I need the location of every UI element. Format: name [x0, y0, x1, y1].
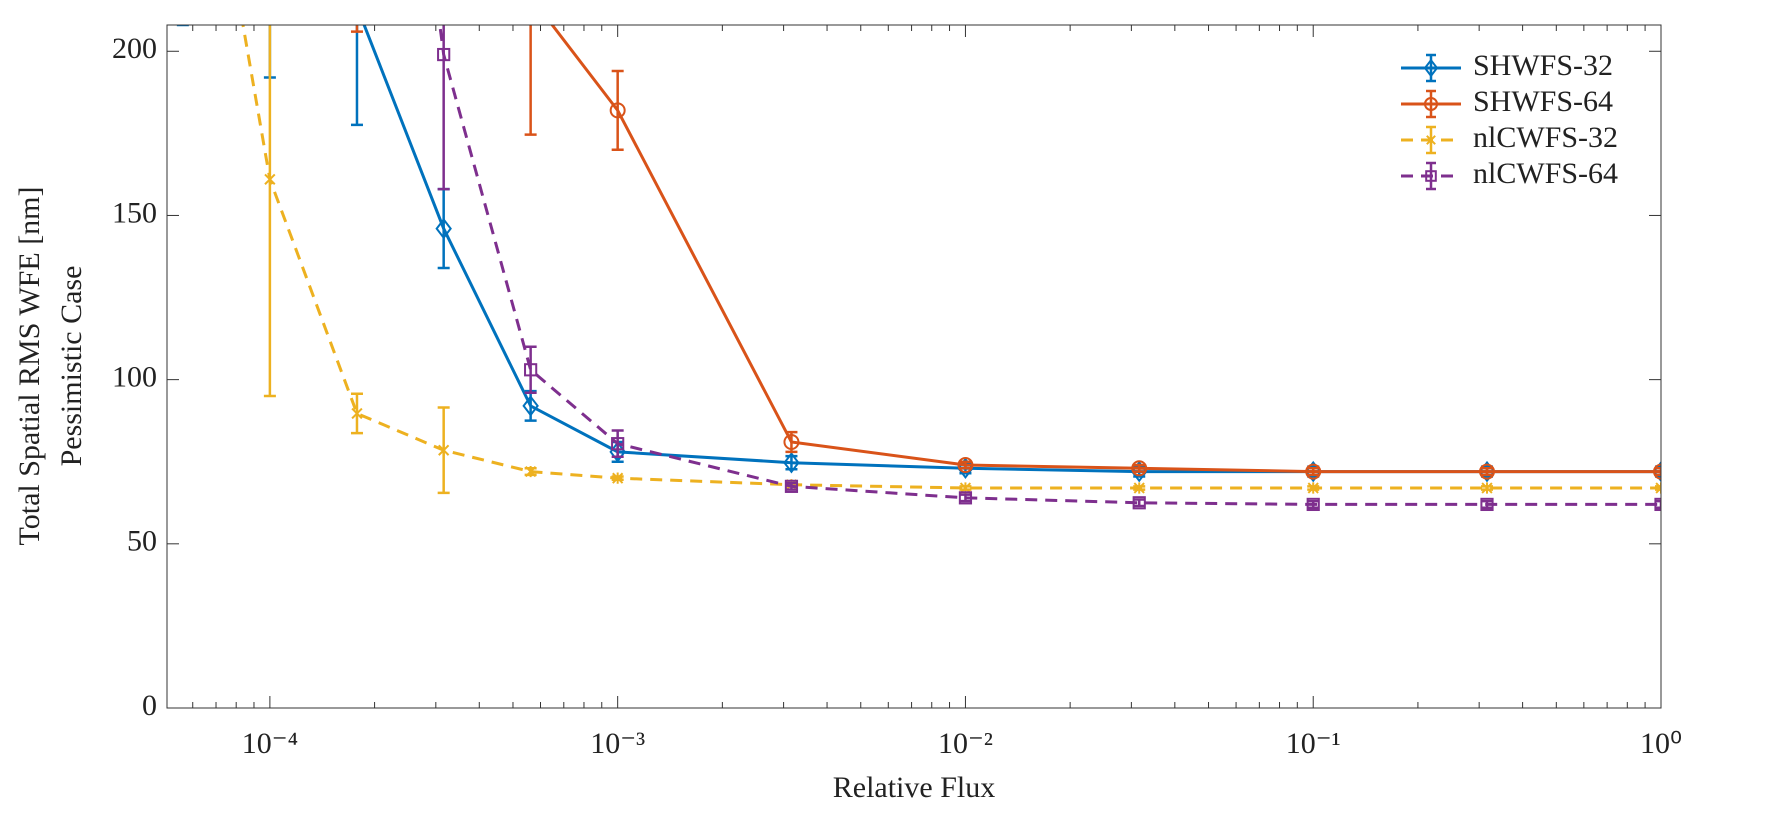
- marker: [438, 444, 450, 456]
- error-bar: [959, 493, 972, 503]
- marker: [351, 407, 363, 420]
- marker: [784, 479, 799, 493]
- marker: [957, 457, 974, 474]
- y-tick-label: 0: [142, 689, 157, 722]
- error-bar: [1655, 485, 1661, 491]
- y-tick-label: 200: [112, 32, 157, 65]
- marker: [1654, 497, 1661, 512]
- y-tick-label: 150: [112, 196, 157, 229]
- marker: [783, 434, 800, 451]
- error-bar: [1481, 467, 1493, 477]
- marker: [1305, 463, 1322, 480]
- marker: [1131, 460, 1148, 477]
- error-bar: [785, 481, 798, 491]
- marker: [1480, 497, 1494, 512]
- marker: [522, 395, 539, 417]
- plot-frame: [166, 24, 1662, 709]
- x-tick-label: 10⁻⁴: [242, 727, 298, 760]
- marker: [435, 217, 452, 240]
- x-tick-label: 10⁻¹: [1286, 727, 1341, 760]
- legend-item: SHWFS-32: [1401, 49, 1613, 83]
- legend-label: SHWFS-32: [1473, 49, 1613, 82]
- marker: [1423, 58, 1439, 78]
- series-line: [438, 25, 1661, 506]
- marker: [1133, 482, 1145, 494]
- x-tick-label: 10⁻³: [590, 727, 645, 760]
- error-bar: [1133, 463, 1146, 473]
- x-axis-label: Relative Flux: [833, 771, 995, 804]
- marker: [1479, 463, 1496, 480]
- x-tick-label: 10⁰: [1640, 727, 1682, 760]
- y-axis-label: Total Spatial RMS WFE [nm]: [13, 186, 46, 545]
- error-bar: [1307, 467, 1320, 477]
- marker: [1426, 135, 1436, 145]
- error-bar: [350, 25, 363, 33]
- marker: [1655, 482, 1661, 494]
- marker: [1306, 497, 1320, 512]
- y-tick-label: 100: [112, 361, 157, 394]
- error-bar: [959, 460, 972, 470]
- marker: [264, 173, 276, 185]
- legend-error-bar: [1426, 89, 1436, 119]
- error-bar: [1307, 499, 1320, 509]
- marker: [1481, 482, 1493, 494]
- marker: [1132, 496, 1146, 510]
- error-bar: [437, 25, 450, 191]
- marker: [611, 437, 625, 451]
- error-bar: [785, 454, 798, 471]
- legend-item: SHWFS-64: [1401, 85, 1613, 119]
- legend-label: SHWFS-64: [1473, 85, 1613, 118]
- error-bar: [350, 25, 363, 127]
- y-axis-label: Pessimistic Case: [55, 266, 88, 467]
- marker: [783, 451, 800, 474]
- legend-item: nlCWFS-64: [1401, 157, 1618, 191]
- marker: [524, 363, 538, 377]
- error-bar: [1655, 467, 1661, 477]
- legend-label: nlCWFS-32: [1473, 121, 1618, 154]
- marker: [958, 491, 973, 505]
- marker: [1653, 463, 1661, 480]
- error-bar: [1133, 498, 1146, 508]
- x-tick-label: 10⁻²: [938, 727, 993, 760]
- error-bar: [524, 25, 537, 136]
- error-bar: [1655, 499, 1661, 509]
- error-bar: [611, 69, 624, 152]
- legend-item: nlCWFS-32: [1401, 121, 1618, 155]
- marker: [609, 102, 626, 119]
- series-line: [550, 25, 1661, 474]
- marker: [1307, 482, 1319, 494]
- error-bar: [1481, 499, 1493, 509]
- marker: [1425, 170, 1437, 182]
- error-bar: [611, 429, 624, 459]
- y-tick-label: 50: [127, 525, 157, 558]
- marker: [612, 472, 624, 484]
- legend-error-bar: [1426, 161, 1436, 191]
- marker: [437, 47, 451, 62]
- marker: [525, 465, 537, 478]
- legend-label: nlCWFS-64: [1473, 157, 1618, 190]
- marker: [1424, 97, 1438, 111]
- plot-area: [176, 25, 1661, 512]
- error-bar: [524, 345, 537, 395]
